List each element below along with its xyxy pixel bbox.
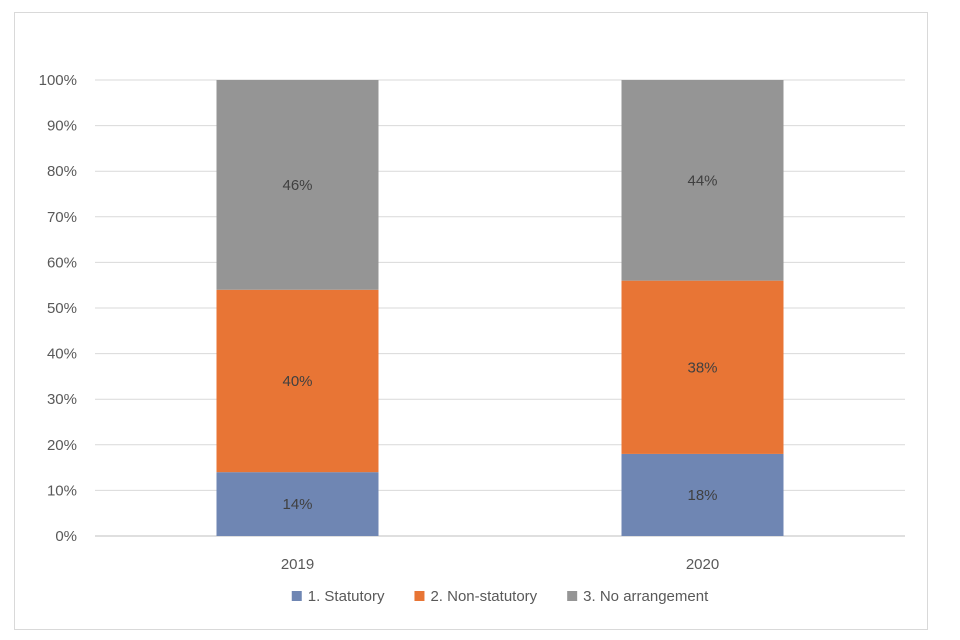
data-label: 44% (687, 172, 717, 189)
data-label: 38% (687, 359, 717, 376)
y-tick-label: 70% (47, 209, 77, 226)
x-tick-label: 2020 (686, 556, 719, 573)
y-tick-label: 20% (47, 437, 77, 454)
data-label: 18% (687, 487, 717, 504)
chart-frame: 0% 10% 20% 30% 40% 50% 60% 70% 80% 90% 100% 14% 40%… (14, 12, 928, 630)
legend-label: 1. Statutory (308, 588, 385, 605)
stacked-bar-chart: 0% 10% 20% 30% 40% 50% 60% 70% 80% 90% 100% 14% 40%… (39, 72, 905, 605)
data-label: 40% (282, 373, 312, 390)
bar-segment (621, 453, 784, 536)
y-tick-label: 80% (47, 163, 77, 180)
y-tick-label: 100% (39, 72, 77, 89)
y-tick-label: 0% (55, 528, 77, 545)
y-tick-label: 90% (47, 118, 77, 135)
bar-segment (216, 289, 379, 473)
data-label: 46% (282, 177, 312, 194)
legend-swatch (567, 591, 578, 601)
bar-segment (621, 280, 784, 454)
y-axis-ticks: 0% 10% 20% 30% 40% 50% 60% 70% 80% 90% 100% (39, 72, 77, 545)
legend-label: 3. No arrangement (583, 588, 709, 605)
x-tick-label: 2019 (281, 556, 314, 573)
y-tick-label: 40% (47, 346, 77, 363)
bar-segment (216, 472, 379, 536)
y-tick-label: 50% (47, 300, 77, 317)
bars: 14% 40% 46% 18% 38% 44% (216, 80, 784, 536)
legend-swatch (414, 591, 425, 601)
legend-label: 2. Non-statutory (430, 588, 537, 605)
y-tick-label: 60% (47, 254, 77, 271)
y-tick-label: 30% (47, 391, 77, 408)
bar-segment (621, 80, 784, 281)
x-axis-ticks: 2019 2020 (281, 556, 719, 573)
legend: 1. Statutory 2. Non-statutory 3. No arrang… (291, 588, 709, 605)
data-label: 14% (282, 496, 312, 513)
y-tick-label: 10% (47, 482, 77, 499)
legend-swatch (291, 591, 302, 601)
bar-segment (216, 80, 379, 290)
